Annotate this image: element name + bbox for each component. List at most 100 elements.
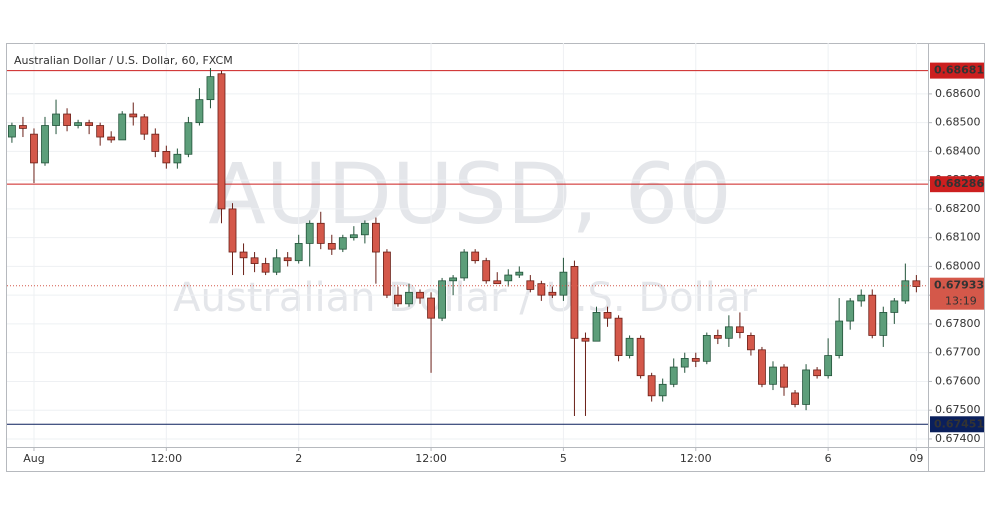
candle-body bbox=[824, 355, 833, 377]
candle-body bbox=[625, 337, 634, 356]
candle-body bbox=[857, 294, 866, 302]
y-tick-label: 0.67600 bbox=[935, 374, 981, 387]
candle-body bbox=[493, 280, 502, 285]
y-tick-label: 0.67400 bbox=[935, 432, 981, 445]
candle-body bbox=[74, 122, 82, 126]
candle-body bbox=[713, 335, 722, 339]
last-price-label: 0.67933 bbox=[934, 279, 984, 292]
candle-body bbox=[537, 283, 546, 296]
candle-body bbox=[195, 99, 204, 124]
chart-frame bbox=[6, 43, 985, 472]
y-tick-label: 0.68600 bbox=[935, 87, 981, 100]
candle-body bbox=[394, 294, 402, 305]
candle-body bbox=[338, 237, 347, 250]
candle-body bbox=[747, 335, 755, 351]
candle-body bbox=[680, 358, 689, 368]
candle-body bbox=[305, 222, 314, 244]
candle-body bbox=[802, 369, 810, 405]
candle-body bbox=[581, 337, 590, 342]
candle-body bbox=[173, 153, 182, 164]
candle-body bbox=[228, 208, 237, 253]
x-tick-label: 5 bbox=[560, 452, 567, 465]
candle-body bbox=[129, 113, 138, 118]
x-tick-label: 12:00 bbox=[680, 452, 712, 465]
candle-body bbox=[360, 222, 369, 236]
candle-body bbox=[526, 280, 535, 290]
candle-body bbox=[791, 392, 799, 405]
x-tick-label: 12:00 bbox=[150, 452, 182, 465]
candle-body bbox=[515, 271, 524, 276]
candle-body bbox=[30, 133, 38, 164]
x-tick-label: Aug bbox=[23, 452, 44, 465]
candle-body bbox=[559, 271, 568, 296]
x-tick-label: 12:00 bbox=[415, 452, 447, 465]
chart-title: Australian Dollar / U.S. Dollar, 60, FXC… bbox=[14, 54, 233, 67]
candle-body bbox=[107, 136, 116, 141]
candle-body bbox=[912, 280, 921, 287]
level-label-box bbox=[930, 176, 984, 193]
candle-body bbox=[658, 383, 667, 397]
candle-body bbox=[868, 294, 877, 336]
candle-body bbox=[19, 125, 27, 129]
candle-body bbox=[272, 257, 281, 273]
candle-body bbox=[438, 280, 446, 319]
y-tick-label: 0.68100 bbox=[935, 231, 981, 244]
candle-body bbox=[85, 122, 94, 126]
candle-body bbox=[603, 312, 612, 319]
candle-body bbox=[548, 291, 557, 296]
y-tick-label: 0.68200 bbox=[935, 202, 981, 215]
candle-body bbox=[570, 266, 579, 339]
candle-body bbox=[327, 243, 336, 250]
candle-body bbox=[162, 151, 171, 164]
candle-body bbox=[96, 125, 105, 138]
candle-body bbox=[217, 73, 226, 210]
candle-body bbox=[691, 358, 700, 362]
candle-body bbox=[846, 300, 855, 322]
candle-body bbox=[349, 234, 358, 239]
candle-body bbox=[482, 260, 491, 282]
y-tick-label: 0.68400 bbox=[935, 144, 981, 157]
candle-body bbox=[758, 349, 766, 385]
candle-body bbox=[41, 125, 49, 164]
candle-body bbox=[140, 116, 149, 135]
candle-body bbox=[879, 312, 888, 336]
candle-body bbox=[449, 277, 458, 282]
candle-body bbox=[724, 326, 733, 339]
level-label-box bbox=[930, 62, 984, 79]
candle-body bbox=[184, 122, 193, 155]
candle-body bbox=[118, 113, 127, 141]
y-tick-label: 0.67800 bbox=[935, 317, 981, 330]
candle-body bbox=[250, 257, 259, 264]
candle-body bbox=[592, 312, 601, 342]
countdown: 13:19 bbox=[945, 295, 977, 308]
y-tick-label: 0.67700 bbox=[935, 346, 981, 359]
candle-body bbox=[835, 320, 844, 356]
candle-body bbox=[460, 251, 469, 279]
candle-body bbox=[702, 335, 711, 362]
candle-body bbox=[890, 300, 899, 313]
level-label: 0.67451 bbox=[934, 417, 984, 430]
watermark-group: AUDUSD, 60 Australian Dollar / U.S. Doll… bbox=[173, 145, 757, 321]
y-tick-label: 0.67500 bbox=[935, 403, 981, 416]
level-label-box bbox=[930, 416, 984, 433]
candle-body bbox=[647, 375, 656, 397]
last-price-box bbox=[930, 277, 984, 310]
candle-body bbox=[206, 76, 215, 101]
candle-body bbox=[8, 125, 16, 138]
level-label: 0.68286 bbox=[934, 177, 984, 190]
candle-body bbox=[471, 251, 480, 262]
candle-body bbox=[636, 337, 645, 377]
candle-body bbox=[416, 291, 424, 299]
candle-body bbox=[813, 369, 822, 377]
candle-body bbox=[239, 251, 248, 259]
candle-body bbox=[780, 366, 788, 388]
candle-body bbox=[316, 222, 325, 244]
candle-body bbox=[294, 243, 303, 262]
level-label: 0.68681 bbox=[934, 64, 984, 77]
candle-body bbox=[901, 280, 910, 302]
candle-body bbox=[504, 274, 513, 282]
x-tick-label: 09 bbox=[909, 452, 923, 465]
candle-body bbox=[261, 263, 270, 273]
candle-body bbox=[614, 317, 623, 356]
